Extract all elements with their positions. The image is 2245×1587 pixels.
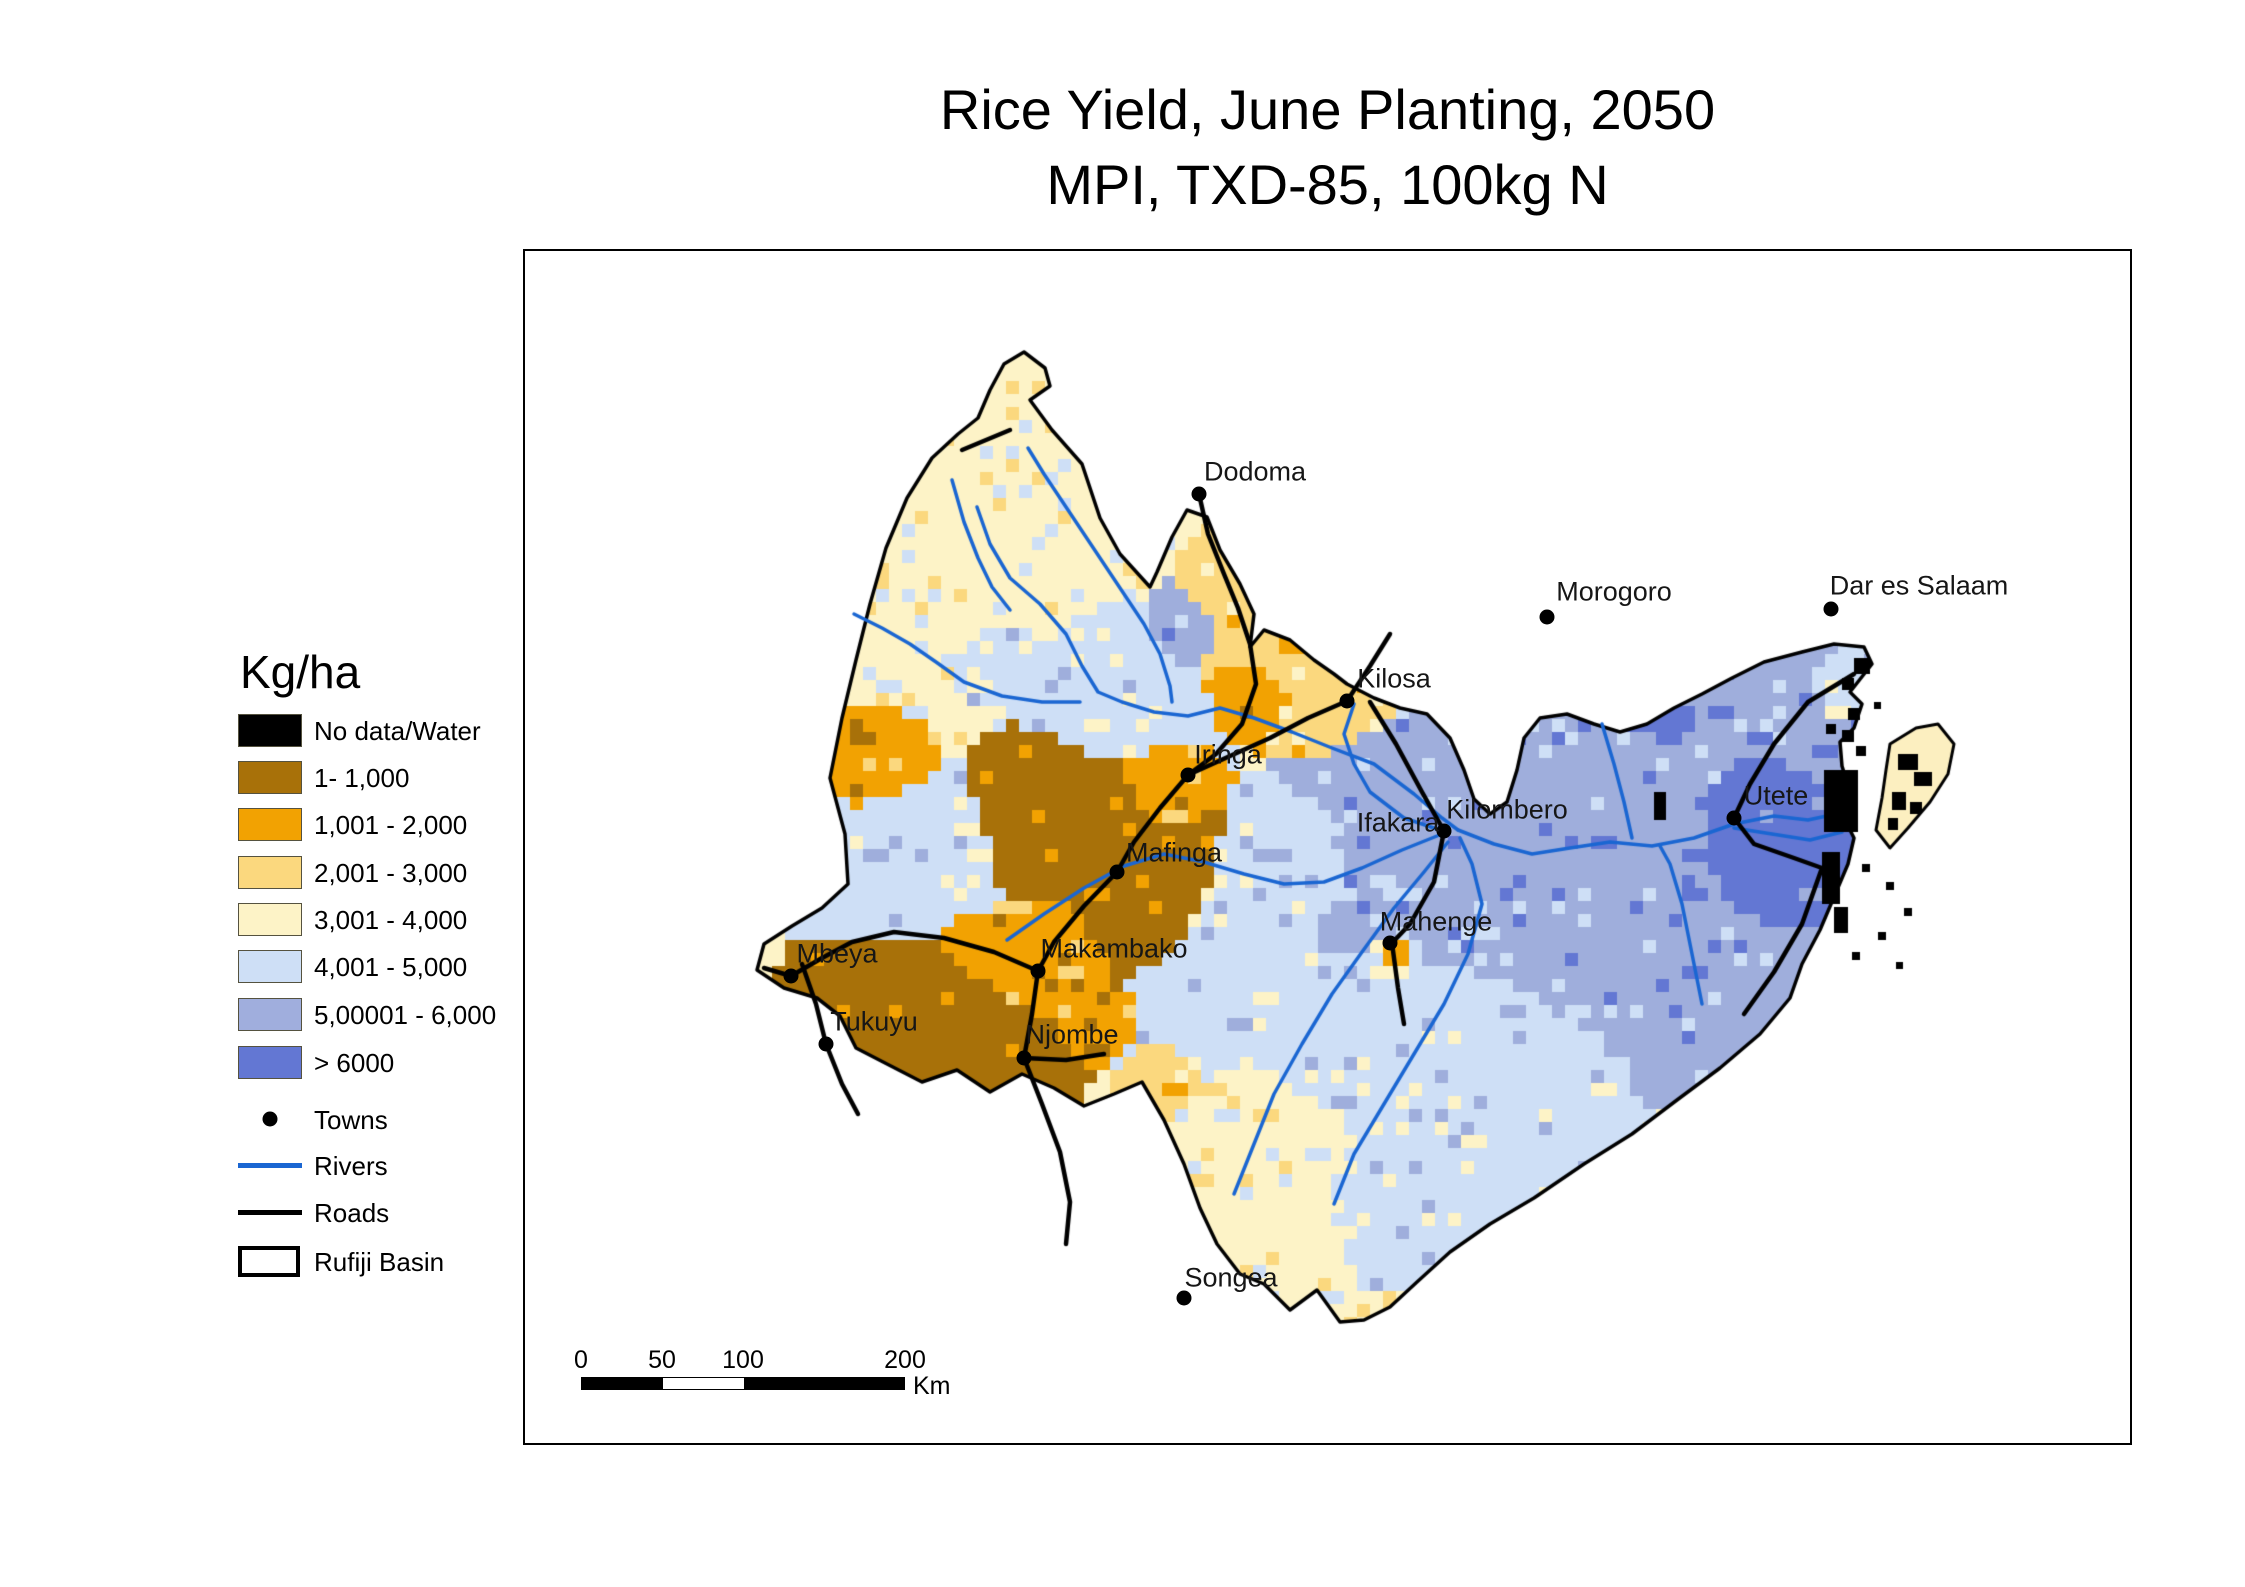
- legend-class-label: 2,001 - 3,000: [314, 858, 468, 888]
- legend-swatch: [238, 998, 302, 1031]
- legend-swatch: [238, 714, 302, 747]
- map-title: Rice Yield, June Planting, 2050 MPI, TXD…: [523, 72, 2132, 222]
- town-label: Songea: [1184, 1262, 1278, 1293]
- legend-class-label: 1,001 - 2,000: [314, 810, 468, 840]
- legend-class-label: No data/Water: [314, 716, 481, 746]
- legend-swatch: [238, 761, 302, 794]
- town-dot: [1823, 601, 1839, 617]
- town-dot: [1726, 810, 1742, 826]
- scalebar-segment: [582, 1378, 663, 1389]
- legend-symbol-label: Roads: [314, 1198, 390, 1228]
- scalebar-segment: [663, 1378, 744, 1389]
- scalebar-tick-label: 50: [648, 1346, 676, 1374]
- legend-swatch: [238, 950, 302, 983]
- legend-swatch: [238, 1046, 302, 1079]
- town-label: Iringa: [1194, 739, 1262, 770]
- town-dot: [1180, 767, 1196, 783]
- legend-symbol-label: Rivers: [314, 1151, 388, 1181]
- town-label: Kilombero: [1446, 794, 1568, 825]
- legend-town-dot-icon: [262, 1111, 278, 1127]
- legend-river-line-icon: [238, 1163, 302, 1168]
- town-label: Ifakara: [1356, 807, 1440, 838]
- town-dot: [1191, 486, 1207, 502]
- scalebar-segment: [744, 1378, 904, 1389]
- scalebar-tick-label: 200: [884, 1346, 926, 1374]
- town-label: Mahenge: [1379, 906, 1493, 937]
- town-dot: [1109, 864, 1125, 880]
- town-label: Dodoma: [1203, 456, 1307, 487]
- town-label: Mbeya: [796, 938, 878, 969]
- legend-class-label: 5,00001 - 6,000: [314, 1000, 497, 1030]
- town-dot: [1339, 693, 1355, 709]
- map-title-line1: Rice Yield, June Planting, 2050: [939, 78, 1716, 141]
- town-label: Utete: [1743, 780, 1809, 811]
- town-dot: [1030, 963, 1046, 979]
- legend-swatch: [238, 903, 302, 936]
- scalebar-bar: [581, 1377, 905, 1390]
- legend-class-label: 1- 1,000: [314, 763, 410, 793]
- map-frame: Dodoma Morogoro Dar es Salaam Kilosa Iringa M…: [523, 249, 2134, 1447]
- scalebar-tick-label: 0: [574, 1346, 588, 1374]
- legend-class-label: 4,001 - 5,000: [314, 952, 468, 982]
- legend-swatch: [238, 808, 302, 841]
- legend-class-label: > 6000: [314, 1048, 395, 1078]
- legend-road-line-icon: [238, 1210, 302, 1215]
- legend-title: Kg/ha: [240, 646, 361, 698]
- town-label: Njombe: [1025, 1019, 1119, 1050]
- town-label: Makambako: [1040, 933, 1188, 964]
- town-dot: [1539, 609, 1555, 625]
- town-label: Tukuyu: [830, 1006, 918, 1037]
- town-dot: [783, 968, 799, 984]
- town-label: Kilosa: [1357, 663, 1431, 694]
- legend-class-label: 3,001 - 4,000: [314, 905, 468, 935]
- legend-symbol-label: Towns: [314, 1105, 388, 1135]
- town-label: Mafinga: [1125, 837, 1223, 868]
- town-dot: [1176, 1290, 1192, 1306]
- town-label: Morogoro: [1556, 576, 1672, 607]
- legend-swatch: [238, 856, 302, 889]
- scalebar-unit: Km: [913, 1372, 951, 1400]
- legend-symbol-label: Rufiji Basin: [314, 1247, 445, 1277]
- map-title-line2: MPI, TXD-85, 100kg N: [1046, 153, 1609, 216]
- town-dot: [1382, 935, 1398, 951]
- map-canvas: [525, 251, 2134, 1447]
- scalebar-tick-label: 100: [722, 1346, 764, 1374]
- town-dot: [1436, 823, 1452, 839]
- town-dot: [1016, 1050, 1032, 1066]
- town-label: Dar es Salaam: [1829, 570, 2009, 601]
- legend-basin-box-icon: [238, 1246, 300, 1277]
- town-dot: [818, 1036, 834, 1052]
